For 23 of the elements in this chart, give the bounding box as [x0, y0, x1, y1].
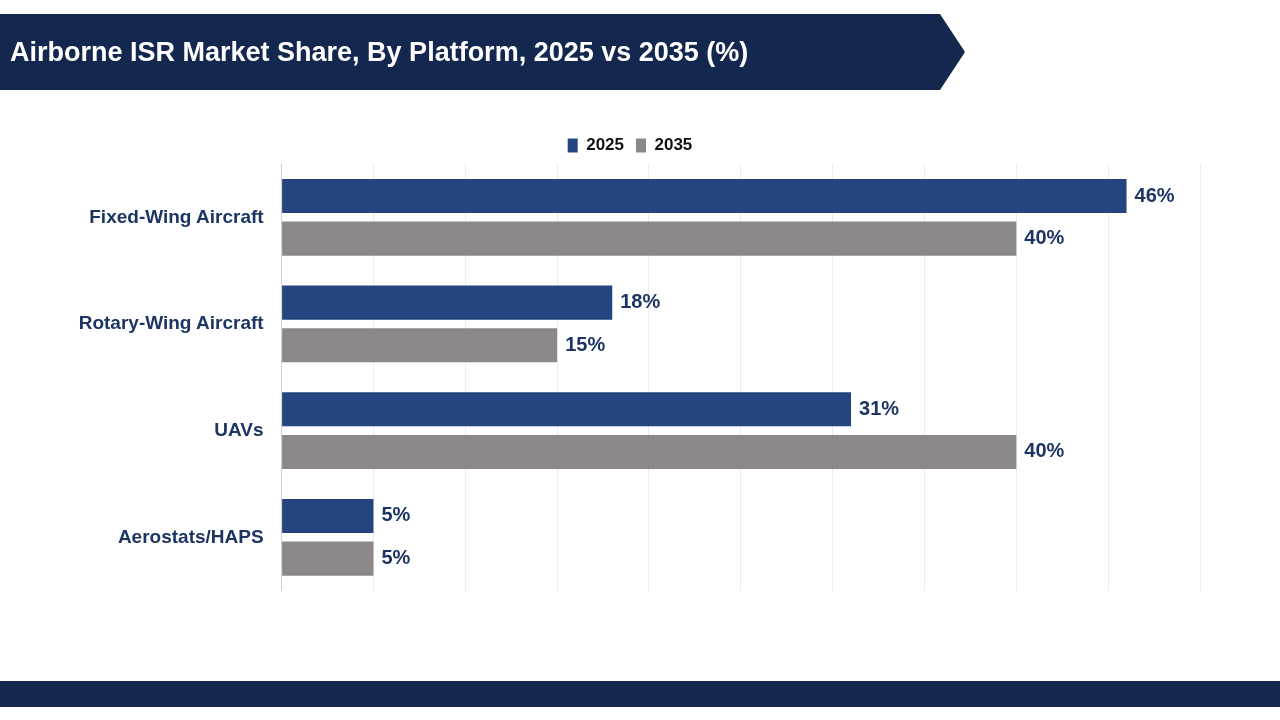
chart-title: Airborne ISR Market Share, By Platform, 2025 vs 2035 (%) — [10, 36, 749, 69]
data-label: 18% — [620, 290, 661, 313]
data-label: 5% — [381, 546, 411, 569]
legend-label: 2035 — [654, 135, 693, 155]
data-label: 40% — [1024, 226, 1065, 249]
data-label: 5% — [381, 503, 411, 526]
data-label: 46% — [1134, 183, 1175, 206]
legend-label: 2025 — [586, 135, 625, 155]
data-label: 40% — [1024, 439, 1065, 462]
data-label: 31% — [859, 396, 900, 419]
bar — [282, 285, 613, 320]
y-tick-label: Rotary-Wing Aircraft — [78, 312, 265, 334]
bar — [282, 178, 1127, 214]
y-tick-label: Fixed-Wing Aircraft — [89, 205, 265, 227]
bar — [282, 328, 558, 363]
y-tick-label: Aerostats/HAPS — [117, 525, 264, 547]
bar — [282, 392, 852, 427]
bar — [282, 221, 1017, 256]
bar — [282, 541, 374, 576]
bar — [282, 434, 1017, 470]
data-label: 15% — [565, 332, 606, 355]
bar — [282, 498, 374, 534]
y-tick-label: UAVs — [214, 418, 264, 440]
